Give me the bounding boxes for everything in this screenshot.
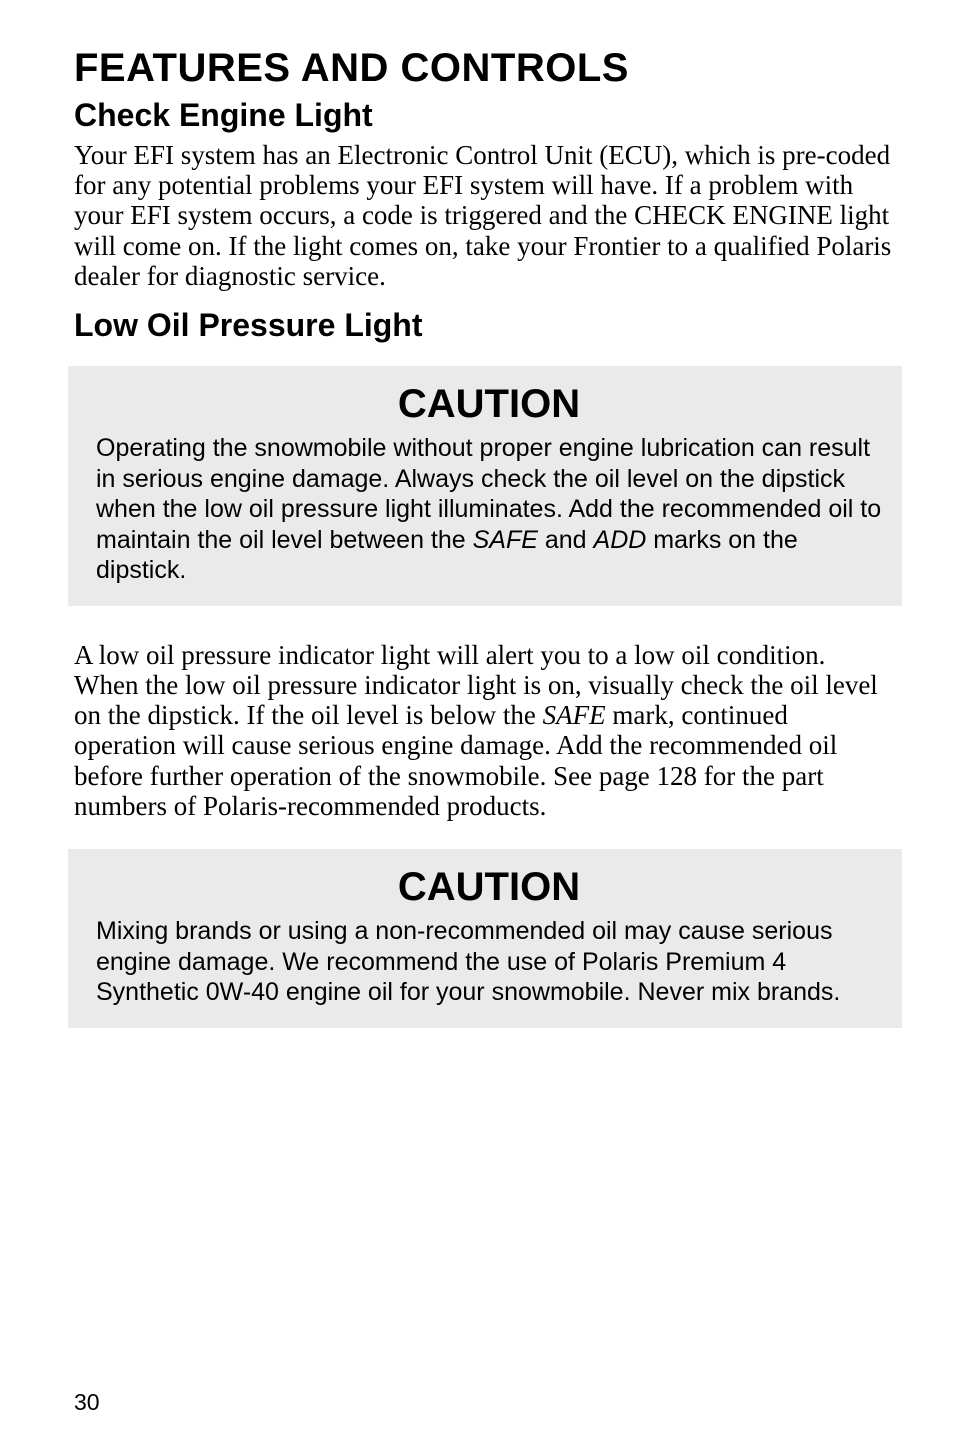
check-engine-heading: Check Engine Light bbox=[74, 97, 896, 134]
caution-2-body: Mixing brands or using a non-recommended… bbox=[96, 916, 882, 1008]
caution-box-1: CAUTION Operating the snowmobile without… bbox=[68, 366, 902, 606]
caution-1-mid: and bbox=[538, 526, 594, 554]
low-oil-safe: SAFE bbox=[543, 700, 606, 730]
check-engine-body: Your EFI system has an Electronic Contro… bbox=[74, 140, 896, 291]
caution-1-body: Operating the snowmobile without proper … bbox=[96, 433, 882, 586]
caution-1-add: ADD bbox=[594, 526, 647, 554]
main-title: FEATURES AND CONTROLS bbox=[74, 46, 896, 91]
low-oil-heading: Low Oil Pressure Light bbox=[74, 307, 896, 344]
caution-2-title: CAUTION bbox=[96, 865, 882, 910]
low-oil-body: A low oil pressure indicator light will … bbox=[74, 640, 896, 821]
caution-1-title: CAUTION bbox=[96, 382, 882, 427]
caution-1-safe: SAFE bbox=[473, 526, 538, 554]
page-number: 30 bbox=[74, 1389, 100, 1416]
caution-box-2: CAUTION Mixing brands or using a non-rec… bbox=[68, 849, 902, 1028]
